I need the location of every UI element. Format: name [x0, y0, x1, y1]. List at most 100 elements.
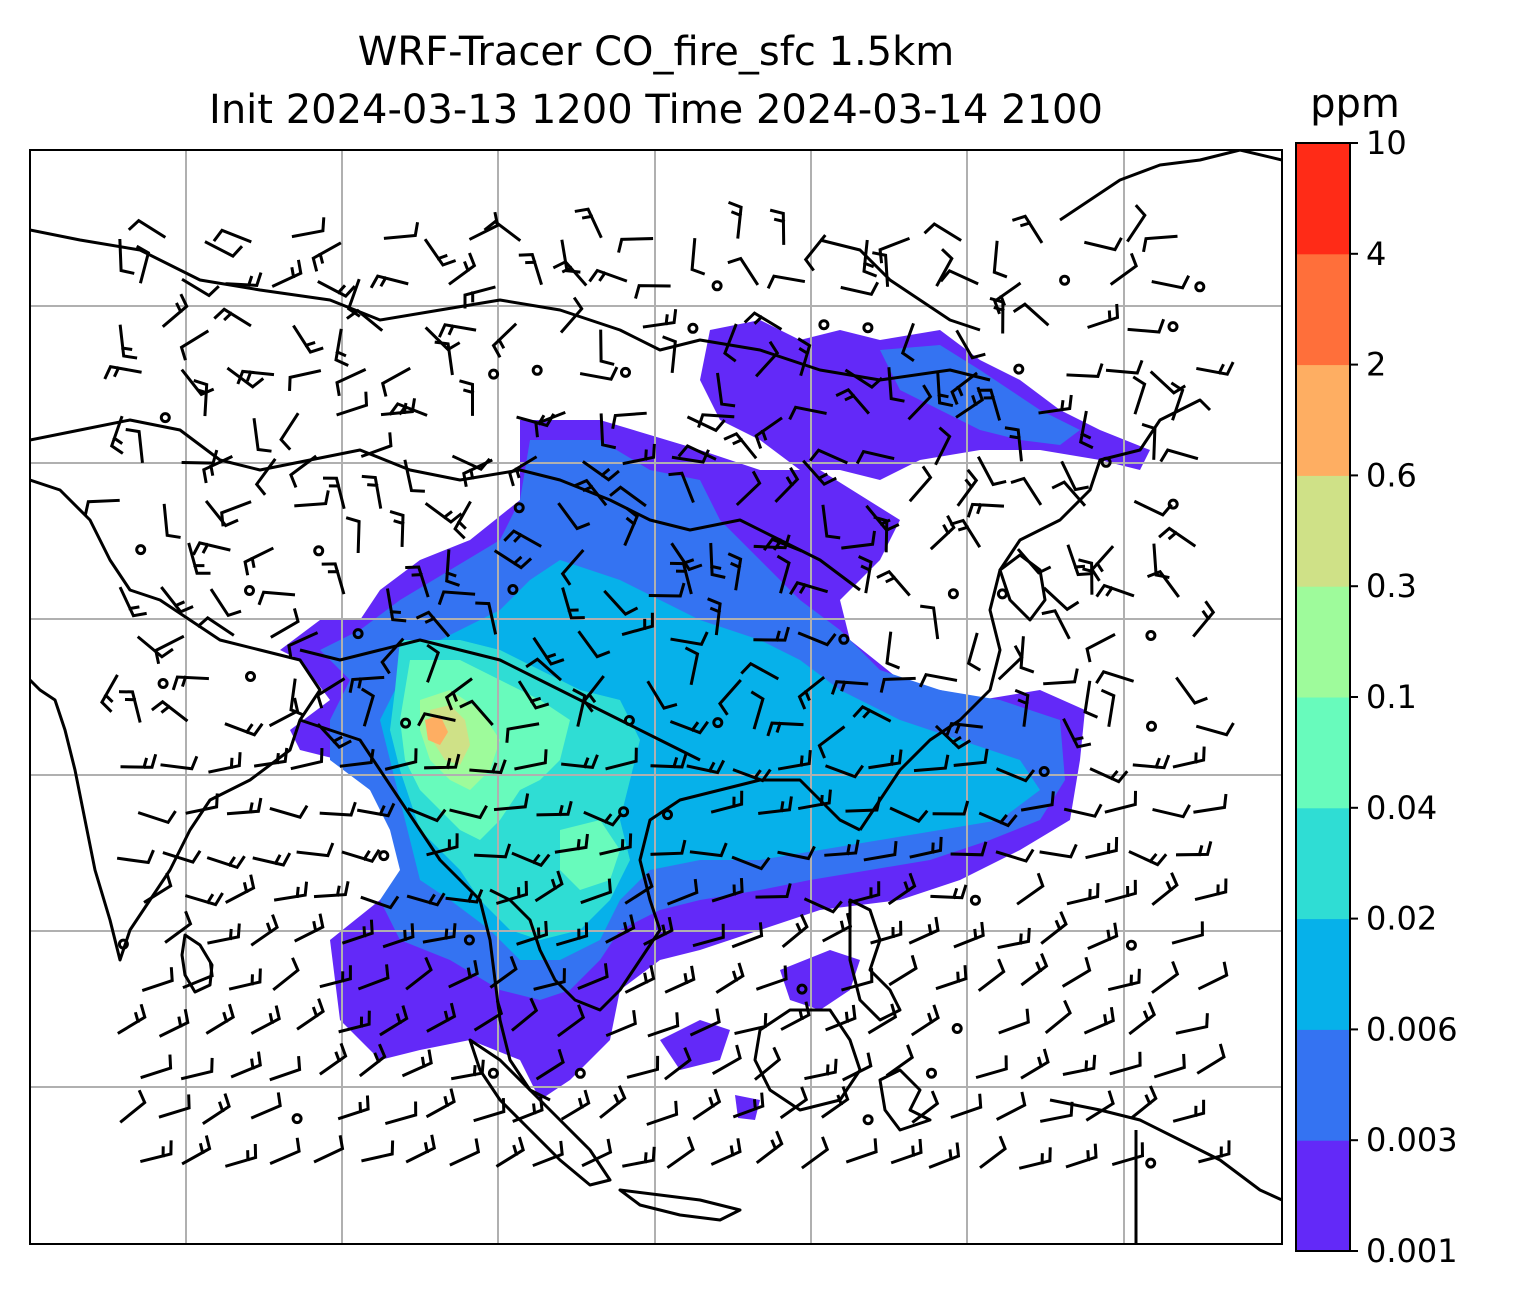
wind-barb — [406, 892, 446, 907]
wind-barb — [945, 721, 983, 737]
wind-barb — [160, 586, 194, 614]
wind-barb — [1085, 1090, 1115, 1122]
wind-barb — [1085, 632, 1116, 663]
wind-barb — [956, 468, 979, 507]
wind-barb — [731, 922, 764, 949]
wind-barb — [1153, 1053, 1186, 1079]
colorbar-tick-label: 0.006 — [1366, 1010, 1458, 1048]
wind-barb — [781, 913, 809, 949]
wind-barb — [1127, 318, 1166, 334]
coastline-new-guinea — [1049, 1098, 1282, 1202]
wind-barb — [908, 916, 940, 945]
wind-barb — [187, 542, 211, 575]
wind-barb — [224, 874, 256, 904]
wind-barb — [459, 699, 494, 727]
wind-barb — [890, 1138, 923, 1165]
wind-barb — [160, 755, 199, 771]
wind-barb — [425, 1088, 456, 1119]
wind-barb — [361, 474, 383, 509]
wind-barb — [1172, 1099, 1206, 1123]
wind-barb — [727, 256, 760, 286]
calm-marker — [352, 628, 364, 640]
wind-barb — [1198, 1140, 1231, 1164]
wind-barb — [977, 388, 1002, 421]
wind-barb — [127, 218, 167, 239]
wind-barb — [727, 552, 743, 591]
wind-barb — [83, 498, 120, 516]
wind-barb — [887, 872, 917, 906]
wind-barb — [103, 365, 142, 380]
wind-barb — [192, 541, 231, 556]
wind-barb — [934, 426, 952, 466]
wind-barb — [802, 459, 837, 487]
wind-barb — [929, 514, 956, 551]
wind-barb — [417, 712, 456, 727]
wind-barb — [573, 478, 608, 507]
wind-barb — [1171, 921, 1204, 945]
wind-barb — [491, 322, 518, 359]
wind-barb — [1196, 361, 1235, 376]
border-inland-3 — [299, 638, 701, 762]
wind-barb — [599, 1085, 627, 1119]
wind-barb — [403, 459, 425, 493]
wind-barb — [918, 673, 958, 688]
border-inland-2 — [30, 418, 861, 592]
wind-barb — [450, 1059, 485, 1081]
coastline-northeast — [1059, 150, 1282, 222]
wind-barb — [196, 616, 235, 637]
wind-barb — [758, 796, 793, 815]
wind-barb — [913, 754, 950, 773]
wind-barb — [401, 1049, 433, 1078]
wind-barb — [777, 749, 812, 771]
wind-barb — [900, 322, 915, 362]
wind-barb — [289, 454, 318, 488]
colorbar-segment — [1296, 253, 1350, 366]
wind-barb — [622, 443, 656, 466]
wind-barb — [389, 510, 405, 547]
wind-barb — [357, 964, 390, 991]
wind-barb — [243, 546, 275, 576]
wind-barb — [252, 418, 272, 453]
wind-barb — [341, 919, 374, 945]
wind-barb — [533, 968, 566, 991]
wind-barb — [830, 680, 869, 695]
tracer-band-0001-patch — [780, 950, 860, 1010]
wind-barb — [581, 1138, 613, 1168]
wind-barb — [692, 1088, 722, 1121]
wind-barb — [953, 748, 989, 767]
wind-barb — [930, 884, 968, 900]
calm-marker — [1145, 1157, 1157, 1169]
wind-barb — [1066, 883, 1100, 906]
wind-barb — [453, 500, 472, 540]
wind-barb — [335, 368, 367, 397]
wind-barb — [936, 371, 954, 408]
wind-barb — [1085, 836, 1119, 860]
wind-barb — [250, 1092, 282, 1120]
calm-marker — [838, 633, 850, 645]
calm-marker — [244, 585, 255, 596]
wind-barb — [118, 586, 147, 618]
calm-marker — [996, 588, 1008, 600]
wind-barb — [204, 499, 239, 528]
wind-barb — [334, 328, 349, 367]
wind-barb — [715, 962, 745, 994]
wind-barb — [998, 1008, 1030, 1035]
wind-barb — [950, 1093, 983, 1119]
wind-barb — [495, 880, 529, 905]
wind-barb — [424, 502, 463, 524]
wind-barb — [339, 748, 375, 768]
wind-barb — [690, 237, 706, 276]
wind-barb — [955, 386, 984, 419]
wind-barb — [459, 379, 475, 416]
calm-marker — [531, 364, 543, 376]
calm-marker — [1194, 281, 1206, 293]
colorbar-segment — [1296, 697, 1350, 809]
wind-barb — [734, 1012, 768, 1035]
wind-barb — [424, 753, 461, 770]
calm-marker — [687, 322, 699, 334]
wind-barb — [426, 643, 441, 683]
wind-barb — [643, 916, 674, 946]
wind-barb — [207, 923, 241, 945]
wind-barb — [322, 476, 346, 510]
wind-barb — [1100, 688, 1116, 728]
